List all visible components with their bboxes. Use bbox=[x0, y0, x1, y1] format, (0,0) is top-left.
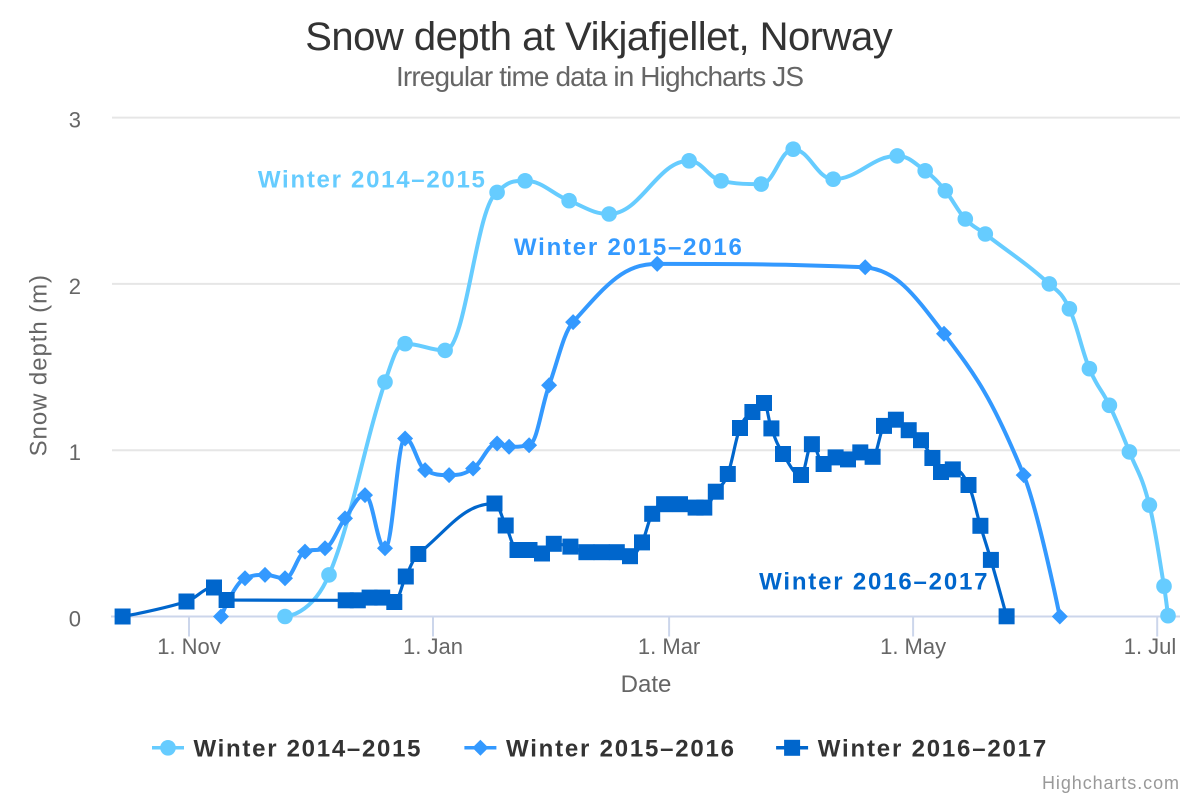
svg-text:2: 2 bbox=[69, 274, 81, 299]
svg-text:0: 0 bbox=[69, 606, 81, 631]
svg-text:1. Nov: 1. Nov bbox=[157, 634, 221, 659]
svg-text:Winter 2015–2016: Winter 2015–2016 bbox=[506, 735, 734, 762]
svg-text:1. Mar: 1. Mar bbox=[638, 634, 700, 659]
svg-text:3: 3 bbox=[69, 108, 81, 133]
svg-text:Winter 2015–2016: Winter 2015–2016 bbox=[514, 234, 742, 261]
svg-text:Snow depth (m): Snow depth (m) bbox=[26, 275, 53, 456]
svg-text:1. Jul: 1. Jul bbox=[1124, 634, 1177, 659]
svg-text:Winter 2014–2015: Winter 2014–2015 bbox=[194, 735, 421, 762]
svg-text:Snow depth at Vikjafjellet, No: Snow depth at Vikjafjellet, Norway bbox=[305, 15, 893, 59]
svg-text:Winter 2016–2017: Winter 2016–2017 bbox=[818, 735, 1046, 762]
svg-text:1. May: 1. May bbox=[880, 634, 946, 659]
svg-text:1. Jan: 1. Jan bbox=[403, 634, 463, 659]
svg-text:Winter 2016–2017: Winter 2016–2017 bbox=[759, 569, 987, 596]
svg-text:Winter 2014–2015: Winter 2014–2015 bbox=[258, 167, 485, 194]
svg-text:Date: Date bbox=[621, 671, 672, 698]
svg-text:1: 1 bbox=[69, 440, 81, 465]
svg-text:Irregular time data in Highcha: Irregular time data in Highcharts JS bbox=[396, 61, 804, 92]
svg-text:Highcharts.com: Highcharts.com bbox=[1042, 773, 1179, 793]
